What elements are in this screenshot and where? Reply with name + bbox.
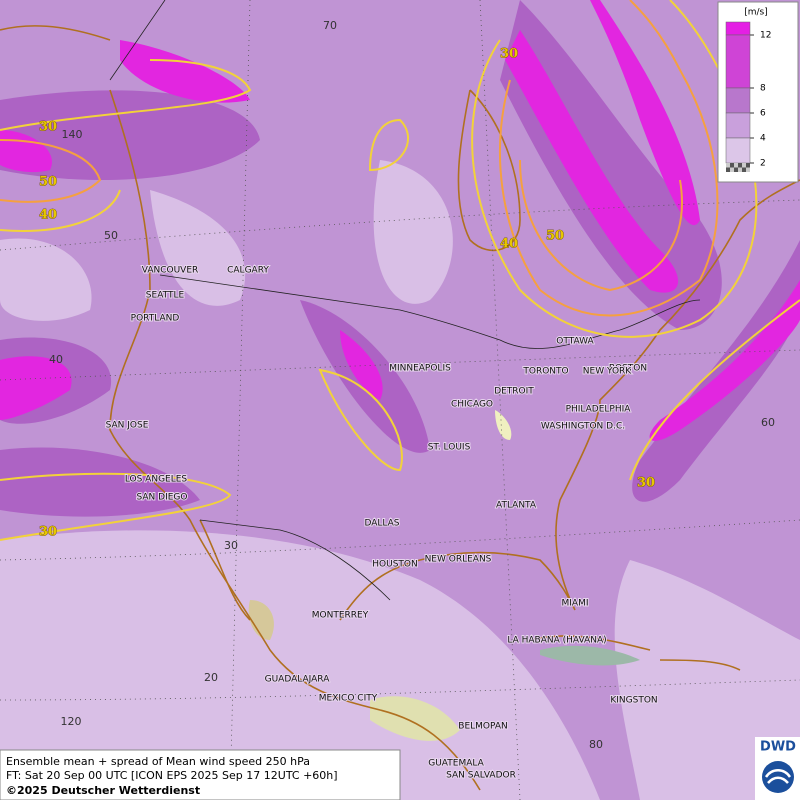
city-label: NEW ORLEANS — [425, 555, 492, 565]
grid-labels: 70 140 50 40 30 20 120 80 60 — [49, 19, 775, 751]
legend-below-band — [726, 163, 730, 168]
legend: [m/s] 12 8 6 4 2 — [717, 1, 799, 183]
contour-label: 40 — [500, 237, 518, 252]
city-label: ST. LOUIS — [428, 443, 471, 453]
legend-tick-label: 8 — [760, 84, 766, 94]
grid-label: 50 — [104, 229, 118, 242]
legend-below-band — [738, 167, 742, 172]
city-label: MONTERREY — [312, 611, 369, 621]
legend-below-band — [746, 163, 750, 168]
footer-copyright: ©2025 Deutscher Wetterdienst — [6, 784, 200, 797]
contour-label: 30 — [637, 476, 655, 491]
legend-below-band — [734, 163, 738, 168]
logo-text: DWD — [760, 740, 796, 755]
city-label: PHILADELPHIA — [566, 405, 632, 415]
city-label: GUADALAJARA — [265, 675, 331, 685]
contour-label: 30 — [39, 525, 57, 540]
city-label: SAN JOSE — [106, 421, 149, 431]
city-label: WASHINGTON D.C. — [541, 422, 625, 432]
city-label: MEXICO CITY — [319, 694, 378, 704]
city-label: SAN SALVADOR — [446, 771, 516, 781]
legend-below-band — [742, 167, 746, 172]
contour-label: 50 — [546, 229, 564, 244]
city-label: NEW YORK — [583, 367, 633, 377]
footer: Ensemble mean + spread of Mean wind spee… — [0, 737, 800, 800]
city-label: TORONTO — [522, 367, 568, 377]
grid-label: 40 — [49, 353, 63, 366]
legend-below-band — [746, 167, 750, 172]
legend-tick-label: 12 — [760, 31, 771, 41]
legend-below-band — [738, 163, 742, 168]
city-label: DALLAS — [364, 519, 399, 529]
legend-band — [725, 137, 751, 164]
legend-below-band — [726, 167, 730, 172]
grid-label: 80 — [589, 738, 603, 751]
terrain — [248, 410, 640, 741]
city-label: ATLANTA — [496, 501, 537, 511]
contour-label: 30 — [500, 47, 518, 62]
grid-label: 30 — [224, 539, 238, 552]
legend-below-band — [742, 163, 746, 168]
legend-tick-label: 2 — [760, 159, 766, 169]
city-label: VANCOUVER — [142, 266, 199, 276]
city-label: LOS ANGELES — [125, 475, 188, 485]
city-label: PORTLAND — [131, 314, 180, 324]
legend-tick-label: 4 — [760, 134, 766, 144]
grid-label: 120 — [61, 715, 82, 728]
contour-labels: 30 30 50 40 40 50 30 30 — [39, 46, 656, 540]
footer-forecast: FT: Sat 20 Sep 00 UTC [ICON EPS 2025 Sep… — [6, 769, 338, 782]
city-label: MINNEAPOLIS — [389, 364, 451, 374]
city-labels: VANCOUVER CALGARY SEATTLE PORTLAND SAN JOSE L… — [105, 265, 659, 782]
borders — [109, 0, 701, 601]
footer-box — [0, 749, 401, 800]
city-label: CALGARY — [227, 266, 269, 276]
legend-below-band — [730, 163, 734, 168]
contour-label: 50 — [39, 175, 57, 190]
city-label: SEATTLE — [146, 291, 185, 301]
city-label: CHICAGO — [451, 400, 493, 410]
legend-band — [725, 21, 751, 36]
legend-tick-label: 6 — [760, 109, 766, 119]
city-label: MIAMI — [562, 599, 589, 609]
city-label: BOSTON — [609, 364, 647, 374]
footer-title: Ensemble mean + spread of Mean wind spee… — [6, 755, 310, 768]
city-label: OTTAWA — [556, 337, 594, 347]
city-label: DETROIT — [494, 387, 534, 397]
legend-unit: [m/s] — [744, 8, 768, 18]
city-label: BELMOPAN — [458, 722, 507, 732]
city-label: LA HABANA (HAVANA) — [507, 636, 606, 646]
legend-band — [725, 87, 751, 114]
grid-label: 70 — [323, 19, 337, 32]
legend-band — [725, 112, 751, 139]
legend-below-band — [730, 167, 734, 172]
coastlines — [0, 25, 800, 791]
contour-label: 30 — [39, 120, 57, 135]
legend-below-band — [734, 167, 738, 172]
grid-label: 20 — [204, 671, 218, 684]
logo-waves — [764, 769, 792, 784]
city-label: SAN DIEGO — [137, 493, 188, 503]
city-label: GUATEMALA — [428, 759, 484, 769]
contour-label: 40 — [39, 208, 57, 223]
city-label: KINGSTON — [610, 696, 657, 706]
city-label: HOUSTON — [372, 560, 417, 570]
grid-label: 60 — [761, 416, 775, 429]
legend-band — [725, 34, 751, 89]
grid-label: 140 — [62, 128, 83, 141]
jet-cores — [0, 0, 800, 441]
